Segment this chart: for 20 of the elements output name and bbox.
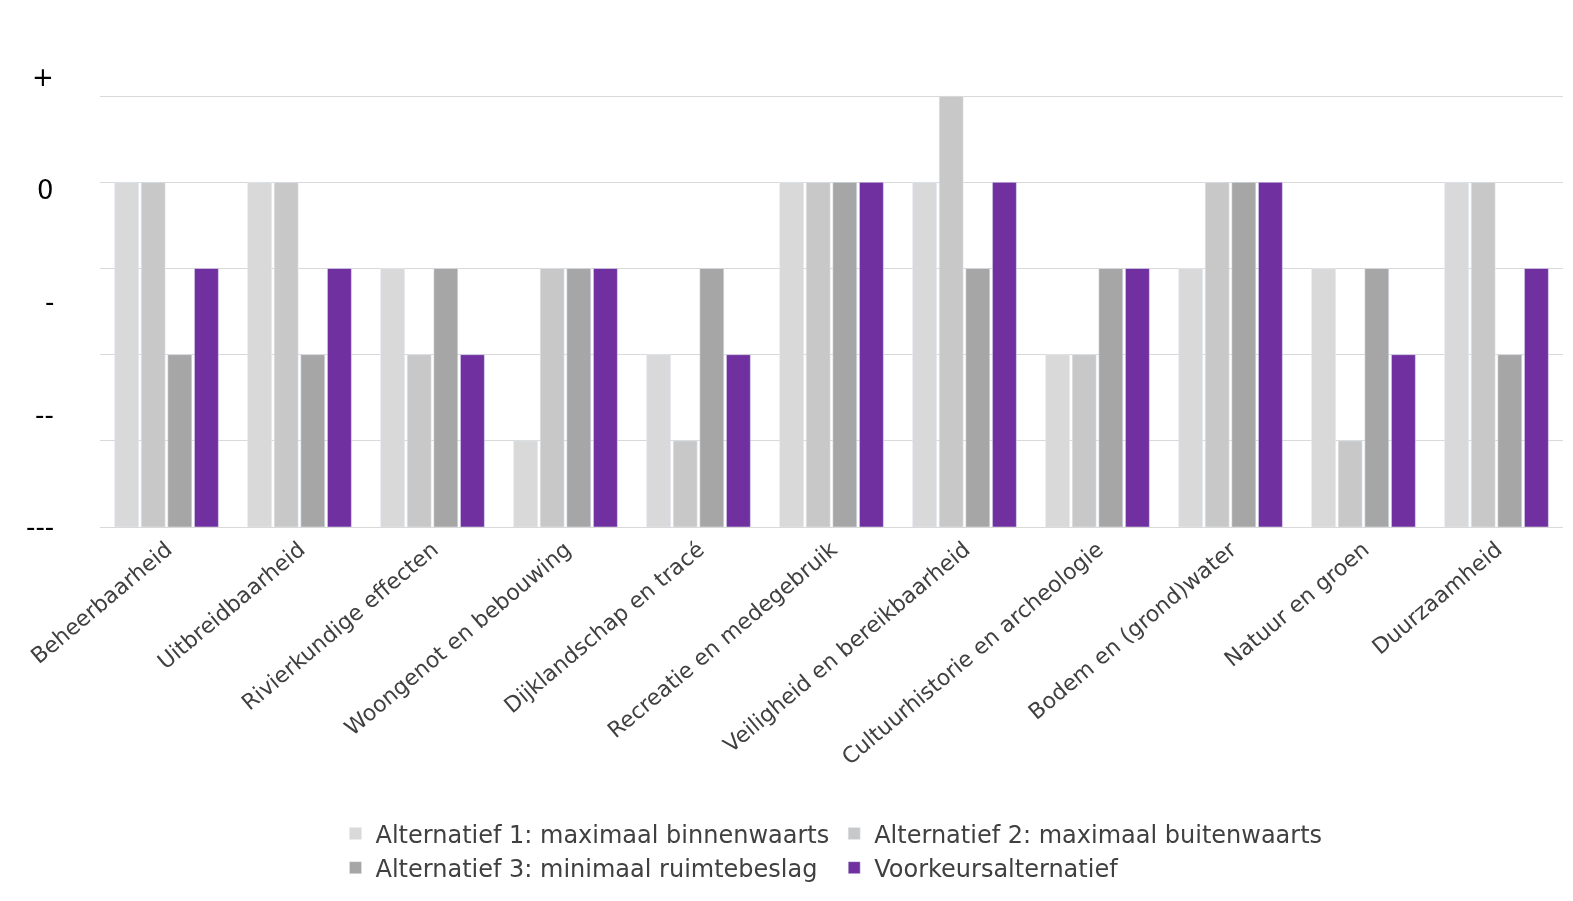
text: -- — [35, 400, 54, 430]
legend-label: Voorkeursalternatief — [874, 855, 1119, 884]
bar — [327, 268, 352, 527]
bar — [992, 182, 1017, 527]
text: 0 — [37, 175, 54, 205]
legend-label: Alternatief 2: maximaal buitenwaarts — [874, 820, 1323, 849]
text: - — [45, 287, 55, 317]
bar — [1258, 182, 1283, 527]
bar — [1524, 268, 1549, 527]
legend-label: Alternatief 3: minimaal ruimtebeslag — [375, 855, 818, 884]
bar — [593, 268, 618, 527]
bar — [1125, 268, 1150, 527]
text: + — [32, 62, 54, 92]
bar — [194, 268, 219, 527]
bar — [859, 182, 884, 527]
bar — [1391, 354, 1416, 527]
bar — [460, 354, 485, 527]
text: --- — [26, 512, 55, 542]
legend-label: Alternatief 1: maximaal binnenwaarts — [375, 820, 830, 849]
bar — [726, 354, 751, 527]
